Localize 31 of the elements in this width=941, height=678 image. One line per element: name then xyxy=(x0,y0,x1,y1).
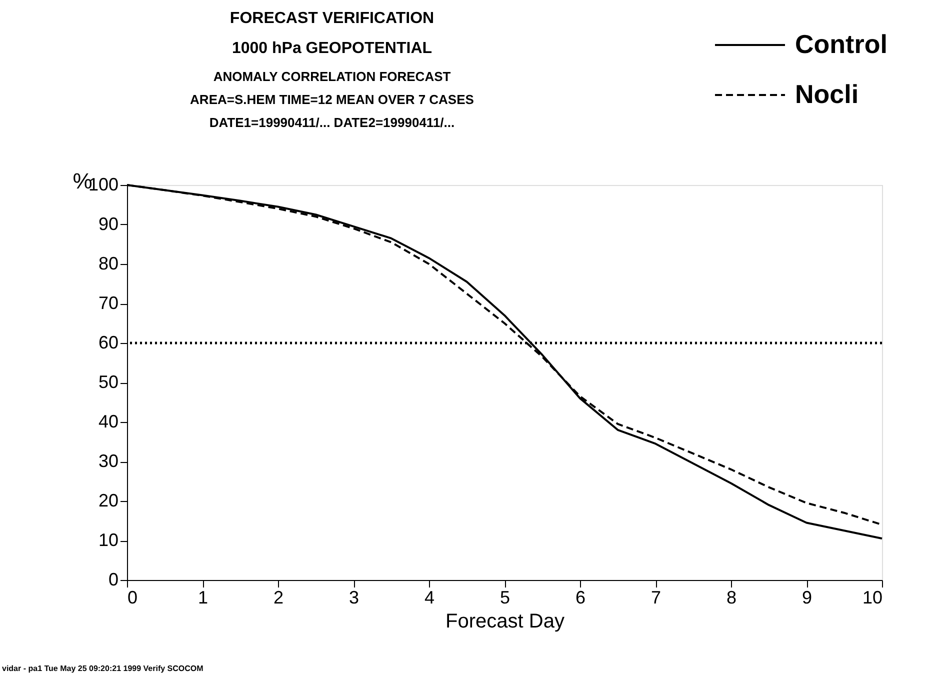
text: FORECAST VERIFICATION xyxy=(230,10,434,27)
y-tick-label: 0 xyxy=(108,570,118,590)
y-tick-label: 10 xyxy=(98,530,118,550)
x-tick-label: 0 xyxy=(128,588,138,608)
y-tick-label: 50 xyxy=(98,372,118,392)
x-tick-label: 5 xyxy=(500,588,510,608)
text: 1000 hPa GEOPOTENTIAL xyxy=(232,40,432,57)
y-tick-label: 20 xyxy=(98,490,118,510)
text: AREA=S.HEM TIME=12 MEAN OVER 7 CASES xyxy=(190,92,474,107)
y-tick-label: 30 xyxy=(98,451,118,471)
legend-label: Control xyxy=(795,29,888,59)
text: DATE1=19990411/... DATE2=19990411/... xyxy=(209,115,455,130)
x-tick-label: 10 xyxy=(862,588,882,608)
x-tick-label: 4 xyxy=(424,588,435,608)
x-tick-label: 2 xyxy=(273,588,284,608)
x-axis-title: Forecast Day xyxy=(446,610,564,632)
x-tick-label: 8 xyxy=(726,588,737,608)
x-tick-label: 7 xyxy=(650,588,662,608)
y-tick-label: 80 xyxy=(98,254,118,274)
x-tick-label: 6 xyxy=(575,588,586,608)
x-tick-label: 9 xyxy=(802,588,812,608)
legend-label: Nocli xyxy=(795,79,859,109)
y-tick-label: 60 xyxy=(98,332,118,352)
y-tick-label: 100 xyxy=(88,174,118,194)
text: vidar - pa1 Tue May 25 09:20:21 1999 Verify SCOCOM xyxy=(2,664,204,673)
x-tick-label: 1 xyxy=(198,588,208,608)
x-tick-label: 3 xyxy=(348,588,360,608)
text: ANOMALY CORRELATION FORECAST xyxy=(213,69,451,84)
y-tick-label: 90 xyxy=(98,214,118,234)
y-tick-label: 70 xyxy=(98,293,118,313)
y-tick-label: 40 xyxy=(98,412,118,432)
